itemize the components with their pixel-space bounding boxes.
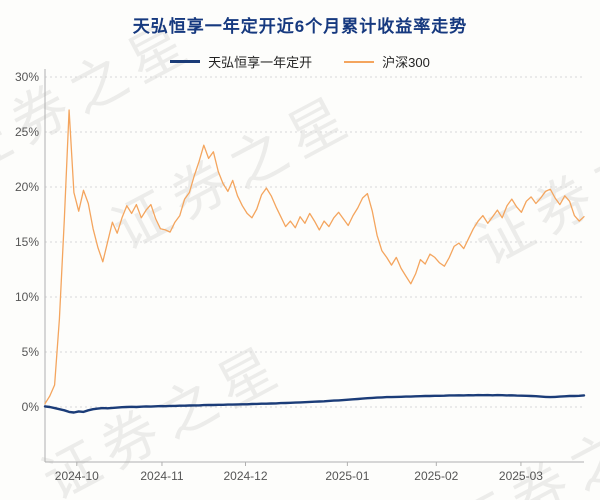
x-tick-label: 2025-03 — [499, 469, 543, 483]
fund-line-swatch — [170, 60, 201, 63]
y-tick-label: 15% — [15, 235, 39, 249]
y-tick-label: 25% — [15, 125, 39, 139]
x-tick-label: 2025-01 — [325, 469, 369, 483]
x-tick-label: 2024-10 — [55, 469, 99, 483]
page-title: 天弘恒享一年定开近6个月累计收益率走势 — [132, 17, 468, 36]
legend-item-fund: 天弘恒享一年定开 — [170, 52, 312, 71]
x-tick-label: 2025-02 — [414, 469, 458, 483]
legend-label-index: 沪深300 — [382, 55, 430, 70]
y-tick-label: 20% — [15, 180, 39, 194]
chart-legend: 天弘恒享一年定开 沪深300 — [0, 52, 600, 71]
series-line-0 — [43, 393, 586, 414]
series-line-1 — [44, 109, 585, 405]
legend-label-fund: 天弘恒享一年定开 — [208, 55, 313, 70]
y-tick-label: 0% — [22, 400, 40, 414]
index-line-swatch — [344, 60, 375, 63]
legend-item-index: 沪深300 — [344, 52, 430, 71]
x-tick-label: 2024-11 — [140, 469, 183, 483]
x-tick-label: 2024-12 — [223, 469, 267, 483]
y-tick-label: 5% — [22, 345, 40, 359]
y-tick-label: 10% — [15, 290, 39, 304]
y-tick-label: 30% — [15, 70, 39, 84]
